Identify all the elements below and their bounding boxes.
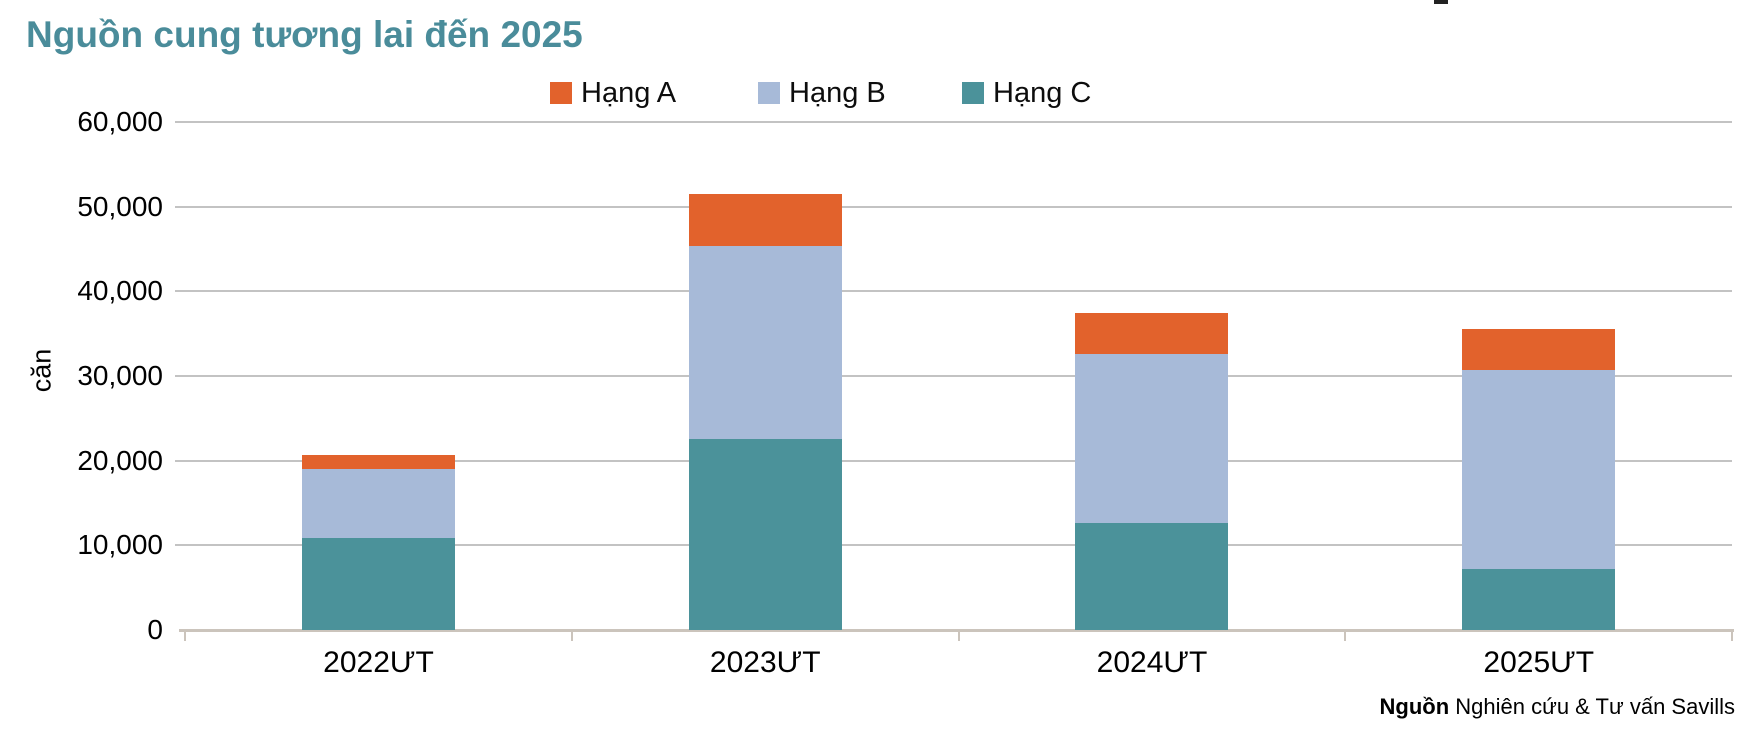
bar-segment (1075, 313, 1229, 354)
bar-segment (1075, 523, 1229, 630)
legend-swatch-icon (962, 82, 984, 104)
gridline (175, 375, 1732, 377)
bar-segment (1462, 569, 1616, 630)
legend-label: Hạng B (789, 76, 886, 109)
legend-label: Hạng C (993, 76, 1092, 109)
legend-item-hạng-a: Hạng A (550, 76, 677, 109)
legend-swatch-icon (758, 82, 780, 104)
clipped-text-fragment (1434, 0, 1448, 4)
y-tick-label: 0 (147, 614, 163, 645)
plot-area: 0 10,000 20,000 30,000 40,000 50,000 60,000 202… (77, 107, 1734, 679)
bar-segment (301, 454, 455, 470)
source-text: Nghiên cứu & Tư vấn Savills (1449, 694, 1735, 719)
y-tick-label: 40,000 (77, 275, 163, 307)
y-tick-label: 60,000 (77, 106, 163, 137)
x-axis-tick (184, 630, 186, 641)
bar-segment (688, 193, 842, 246)
gridline (175, 544, 1732, 547)
x-tick-label: 2023ƯT (709, 646, 821, 679)
bar-stack-2025ưt (1462, 328, 1616, 630)
gridline (175, 205, 1732, 208)
x-axis-line (179, 629, 1734, 632)
bar-stack-2024ưt (1075, 313, 1229, 630)
x-axis-tick (957, 630, 960, 641)
x-tick-label: 2022ƯT (323, 646, 434, 679)
chart-legend: Hạng A Hạng B Hạng C (0, 76, 1740, 112)
x-axis-tick (1344, 630, 1347, 641)
x-axis-tick (1731, 630, 1733, 641)
bar-segment (688, 245, 842, 439)
source-note: Nguồn Nghiên cứu & Tư vấn Savills (1380, 694, 1736, 720)
gridline (175, 459, 1732, 462)
source-label: Nguồn (1379, 694, 1450, 719)
bar-stack-2022ưt (301, 454, 455, 630)
x-tick-label: 2025ƯT (1483, 646, 1595, 679)
bar-segment (301, 469, 455, 538)
gridline (175, 121, 1732, 123)
bar-segment (301, 537, 455, 630)
y-tick-label: 30,000 (77, 360, 163, 391)
bar-stack-2023ưt (688, 193, 842, 630)
bar-segment (1075, 354, 1229, 524)
legend-swatch-icon (550, 82, 572, 104)
chart-title: Nguồn cung tương lai đến 2025 (26, 14, 583, 55)
y-tick-label: 20,000 (77, 444, 163, 476)
bar-segment (1462, 328, 1616, 371)
x-axis-tick (570, 630, 573, 641)
legend-item-hạng-c: Hạng C (962, 76, 1092, 109)
x-tick-label: 2024ƯT (1096, 646, 1208, 679)
legend-label: Hạng A (581, 76, 677, 109)
gridline (175, 290, 1732, 293)
y-tick-label: 50,000 (77, 190, 163, 222)
bar-segment (688, 438, 842, 630)
bar-segment (1462, 370, 1616, 570)
legend-item-hạng-b: Hạng B (758, 76, 886, 109)
y-tick-label: 10,000 (77, 529, 163, 561)
